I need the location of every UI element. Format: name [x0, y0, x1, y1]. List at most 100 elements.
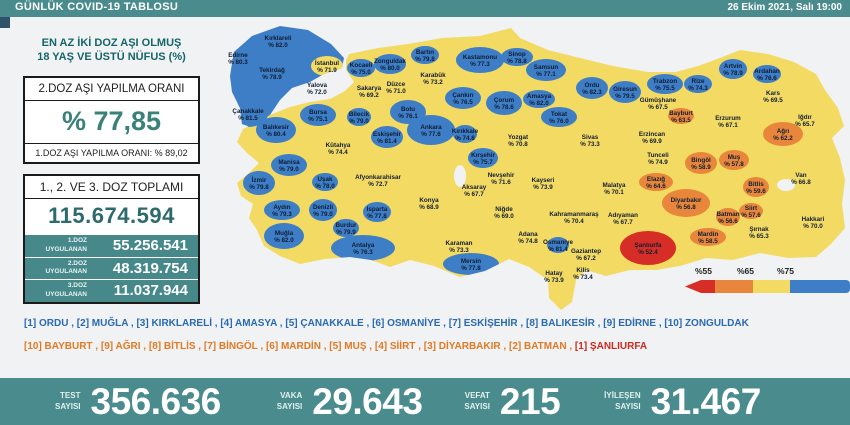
stat-vaka-value: 29.643	[312, 380, 423, 422]
list-separator: ,	[656, 318, 665, 329]
stat-vefat-label: VEFAT SAYISI	[464, 391, 490, 411]
province-area	[333, 219, 359, 237]
province-area	[690, 228, 726, 246]
legend-seg-yellow	[753, 280, 790, 293]
province-label: Kırıkkale% 74.8	[452, 128, 479, 142]
province-area	[647, 74, 683, 94]
dose1-line: 1.DOZ AŞI YAPILMA ORANI: % 89,02	[35, 148, 188, 158]
province-label: Osmaniye% 81.4	[543, 239, 574, 253]
stat-vefat-value: 215	[499, 380, 561, 422]
province-area	[662, 189, 710, 217]
stat-test-label: TEST SAYISI	[55, 391, 81, 411]
list-separator: ,	[320, 341, 330, 352]
province-label: Muğla% 82.0	[274, 230, 294, 244]
map-legend: %55 %65 %75	[685, 266, 850, 293]
province-area	[541, 107, 577, 127]
dose2-row-label: 2.DOZ UYGULANAN	[45, 259, 87, 276]
province-rank-item: [1] ORDU	[24, 318, 69, 329]
province-rank-item: [8] BİTLİS	[148, 341, 196, 352]
province-area	[739, 203, 763, 219]
province-rank-item: [9] EDİRNE	[603, 318, 657, 329]
province-label: Mersin% 77.8	[461, 258, 481, 272]
province-area	[486, 91, 522, 115]
province-label: Giresun% 79.5	[613, 86, 637, 100]
province-rank-item: [2] BATMAN	[508, 341, 567, 352]
province-label: Muş% 57.8	[724, 154, 744, 168]
province-area	[331, 235, 395, 261]
province-area	[230, 46, 258, 70]
province-rank-item: [8] BALIKESİR	[526, 318, 595, 329]
province-label: Uşak% 78.0	[315, 176, 335, 190]
province-area	[374, 54, 406, 74]
province-area	[443, 253, 499, 275]
province-area	[371, 126, 403, 148]
province-label: Şanlıurfa% 52.4	[635, 242, 662, 256]
list-separator: ,	[366, 341, 375, 352]
province-label: Bayburt% 63.5	[669, 110, 694, 124]
province-rank-item: [6] MARDİN	[265, 341, 321, 352]
panel-title-line2: 18 YAŞ VE ÜSTÜ NÜFUS (%)	[37, 51, 186, 64]
legend-seg-blue	[790, 280, 850, 293]
province-label: Kayseri% 73.9	[532, 177, 555, 191]
province-area	[609, 81, 641, 103]
province-labels: Edirne% 80.3 Kırklareli% 82.0 Tekirdağ% 78…	[228, 35, 824, 284]
dose1-row-label: 1.DOZ UYGULANAN	[45, 237, 87, 253]
province-area	[576, 77, 608, 99]
province-area	[407, 115, 455, 145]
province-area	[547, 237, 569, 253]
province-area	[620, 231, 676, 265]
total-value: 115.674.594	[48, 203, 175, 228]
province-label: Aksaray% 67.7	[462, 184, 487, 198]
province-label: Kahramanmaraş% 70.4	[549, 211, 599, 225]
province-label: Antalya% 76.3	[352, 242, 375, 256]
province-label: Şırnak% 65.3	[749, 226, 769, 240]
province-area	[264, 200, 300, 220]
province-label: Ardahan% 76.6	[754, 68, 780, 82]
province-label: Yalova% 72.0	[307, 82, 327, 96]
province-area	[271, 154, 307, 176]
province-rank-item: [1] ŞANLIURFA	[574, 341, 648, 352]
list-separator: ,	[128, 318, 137, 329]
province-label: Hatay% 73.9	[544, 270, 564, 284]
province-label: Hakkari% 70.0	[802, 216, 825, 230]
province-rank-item: [3] DİYARBAKIR	[423, 341, 501, 352]
province-label: Elazığ% 64.6	[646, 176, 666, 190]
province-label: Kastamonu% 77.3	[463, 54, 497, 68]
province-label: Tekirdağ% 78.9	[259, 67, 285, 81]
province-label: Bitlis% 59.6	[746, 181, 766, 195]
dose2-row: 2.DOZ UYGULANAN 48.319.754	[25, 256, 198, 280]
province-label: Aydın% 79.3	[272, 204, 292, 218]
province-rank-item: [4] SİİRT	[374, 341, 416, 352]
province-label: Bolu% 76.1	[398, 106, 418, 120]
dose1-row: 1.DOZ UYGULANAN 55.256.541	[25, 234, 198, 257]
province-area	[523, 90, 555, 108]
list-separator: ,	[363, 318, 373, 329]
province-area	[264, 223, 304, 249]
province-label: Bilecik% 79.0	[349, 111, 370, 125]
province-areas	[230, 29, 803, 275]
province-label: Kilis% 73.4	[573, 267, 593, 281]
province-label: Konya% 68.9	[419, 197, 439, 211]
list-separator: ,	[566, 341, 575, 352]
province-area	[258, 29, 298, 53]
province-area	[363, 202, 391, 222]
province-label: Tokat% 76.0	[549, 111, 569, 125]
legend-ticks: %55 %65 %75	[685, 266, 850, 278]
stat-iyilesen-value: 31.467	[650, 380, 762, 422]
province-label: Karabük% 73.2	[420, 72, 446, 86]
province-label: Düzce% 71.0	[386, 81, 406, 95]
province-area	[501, 48, 533, 66]
province-label: Batman% 56.6	[716, 211, 739, 225]
list-separator: ,	[277, 318, 286, 329]
province-rank-item: [3] KIRKLARELİ	[136, 318, 212, 329]
province-area	[347, 108, 371, 126]
province-area	[456, 47, 504, 73]
dose3-row-label: 3.DOZ UYGULANAN	[45, 282, 87, 298]
province-rank-item: [6] OSMANİYE	[372, 318, 441, 329]
province-label: Edirne% 80.3	[228, 52, 248, 66]
province-label: Kırşehir% 75.7	[471, 152, 495, 166]
lakes	[454, 165, 795, 191]
daily-stats-bar: TEST SAYISI 356.636 VAKA SAYISI 29.643 VEF…	[0, 378, 850, 425]
dose3-row-value: 11.037.944	[113, 282, 188, 300]
